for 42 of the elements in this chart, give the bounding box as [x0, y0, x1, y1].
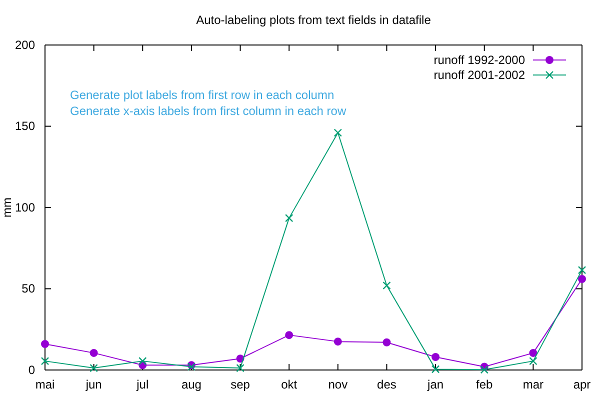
point: [138, 356, 147, 366]
point: [382, 338, 391, 346]
point: [334, 128, 342, 137]
y-tick-label: 0: [28, 362, 36, 377]
y-tick-label: 50: [22, 282, 36, 296]
legend-label: runoff 1992-2000: [434, 53, 526, 67]
x-tick-label: mar: [522, 378, 544, 392]
annotation: Generate x-axis labels from first column in each row: [70, 104, 346, 118]
point: [90, 348, 98, 357]
point: [285, 331, 294, 340]
x-tick-label: mai: [35, 378, 55, 392]
x-tick-label: jun: [84, 378, 102, 392]
x-tick-label: jul: [136, 378, 149, 392]
point: [529, 356, 538, 366]
point: [90, 364, 98, 372]
y-axis-title: mm: [0, 198, 14, 218]
point: [529, 348, 538, 357]
x-tick-label: des: [377, 378, 396, 392]
x-tick-label: apr: [573, 378, 591, 392]
point: [432, 353, 440, 361]
y-tick-label: 100: [14, 200, 36, 214]
y-tick-label: 150: [14, 119, 36, 134]
x-tick-label: jan: [426, 378, 444, 392]
point: [578, 266, 586, 274]
point: [431, 365, 440, 374]
x-tick-label: feb: [476, 378, 494, 392]
annotation: Generate plot labels from first row in each column: [70, 88, 334, 102]
chart-title: Auto-labeling plots from text fields in datafile: [196, 13, 432, 27]
point: [284, 214, 294, 222]
point: [41, 340, 49, 348]
point: [578, 275, 586, 283]
x-tick-label: okt: [281, 378, 298, 392]
point: [40, 356, 50, 366]
x-tick-label: nov: [328, 378, 348, 392]
point: [236, 364, 244, 372]
x-tick-label: aug: [181, 378, 202, 392]
point: [480, 366, 488, 374]
x-tick-label: sep: [230, 378, 250, 392]
point: [382, 281, 391, 290]
y-tick-label: 200: [14, 38, 36, 52]
point: [334, 338, 342, 346]
legend-label: runoff 2001-2002: [434, 68, 526, 82]
